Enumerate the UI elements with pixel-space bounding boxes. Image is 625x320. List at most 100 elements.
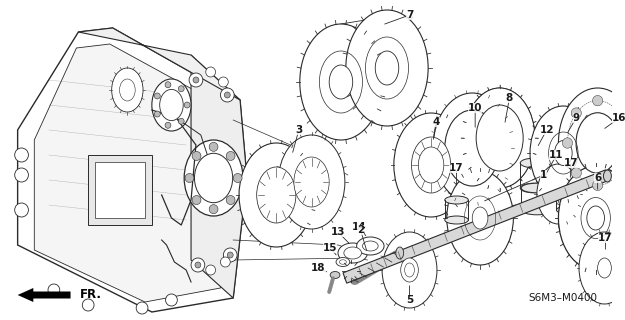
Text: 5: 5	[406, 295, 413, 305]
Circle shape	[233, 173, 242, 182]
Circle shape	[165, 82, 171, 88]
Text: 3: 3	[295, 125, 302, 135]
Circle shape	[614, 168, 624, 178]
Circle shape	[154, 93, 160, 99]
Ellipse shape	[411, 137, 451, 193]
Polygon shape	[343, 170, 609, 283]
Circle shape	[571, 108, 581, 118]
Ellipse shape	[152, 79, 191, 131]
Ellipse shape	[537, 164, 580, 224]
Ellipse shape	[559, 166, 625, 270]
Circle shape	[195, 262, 201, 268]
Circle shape	[48, 284, 60, 296]
Circle shape	[192, 151, 201, 160]
Ellipse shape	[357, 237, 384, 255]
Circle shape	[221, 88, 234, 102]
Bar	[95, 162, 145, 218]
Circle shape	[166, 294, 177, 306]
Text: 14: 14	[352, 222, 367, 232]
Circle shape	[562, 138, 572, 148]
Circle shape	[224, 92, 230, 98]
Polygon shape	[34, 44, 233, 302]
Text: 18: 18	[311, 263, 326, 273]
Circle shape	[228, 252, 233, 258]
Ellipse shape	[576, 113, 619, 173]
Ellipse shape	[119, 79, 135, 101]
Circle shape	[223, 248, 237, 262]
Ellipse shape	[472, 207, 488, 229]
Ellipse shape	[559, 88, 625, 198]
Ellipse shape	[530, 106, 597, 200]
Text: 17: 17	[598, 233, 612, 243]
Ellipse shape	[112, 68, 143, 112]
Polygon shape	[191, 55, 247, 298]
Ellipse shape	[257, 167, 296, 223]
Text: 10: 10	[468, 103, 482, 113]
Polygon shape	[18, 28, 247, 312]
Circle shape	[226, 151, 235, 160]
Circle shape	[192, 196, 201, 204]
Ellipse shape	[336, 258, 350, 267]
Ellipse shape	[239, 143, 314, 247]
Circle shape	[614, 108, 624, 118]
Ellipse shape	[344, 247, 361, 259]
Text: 4: 4	[432, 117, 439, 127]
Text: 2: 2	[357, 225, 364, 235]
Text: 15: 15	[323, 243, 338, 253]
Text: FR.: FR.	[81, 289, 102, 301]
Ellipse shape	[404, 263, 414, 277]
Ellipse shape	[447, 171, 513, 265]
Circle shape	[178, 86, 184, 92]
Ellipse shape	[464, 88, 535, 188]
Ellipse shape	[396, 247, 404, 259]
Circle shape	[15, 203, 28, 217]
Ellipse shape	[476, 105, 523, 171]
Ellipse shape	[300, 24, 382, 140]
Ellipse shape	[521, 183, 552, 193]
Ellipse shape	[338, 243, 367, 263]
Text: 6: 6	[594, 173, 601, 183]
Text: 16: 16	[612, 113, 625, 123]
Circle shape	[82, 299, 94, 311]
Text: S6M3–M0400: S6M3–M0400	[529, 293, 598, 303]
Ellipse shape	[445, 216, 468, 224]
Text: 11: 11	[549, 150, 564, 160]
Circle shape	[15, 168, 28, 182]
Circle shape	[571, 168, 581, 178]
Circle shape	[592, 180, 602, 190]
Text: 1: 1	[540, 170, 548, 180]
Circle shape	[15, 148, 28, 162]
Ellipse shape	[418, 147, 444, 183]
Ellipse shape	[520, 158, 548, 168]
Circle shape	[206, 67, 216, 77]
Circle shape	[191, 258, 205, 272]
Text: 9: 9	[572, 113, 579, 123]
Ellipse shape	[604, 170, 611, 182]
Ellipse shape	[362, 241, 378, 251]
Circle shape	[189, 73, 202, 87]
Text: 7: 7	[406, 10, 413, 20]
Ellipse shape	[278, 135, 345, 229]
Circle shape	[193, 77, 199, 83]
Ellipse shape	[445, 110, 499, 186]
Circle shape	[592, 95, 602, 106]
Polygon shape	[78, 28, 240, 100]
Ellipse shape	[554, 140, 572, 165]
Ellipse shape	[339, 260, 346, 264]
Circle shape	[154, 111, 160, 117]
Circle shape	[221, 257, 230, 267]
Circle shape	[209, 205, 218, 214]
Ellipse shape	[556, 206, 580, 214]
Text: 13: 13	[331, 227, 345, 237]
Ellipse shape	[330, 271, 340, 278]
Ellipse shape	[587, 206, 604, 230]
Ellipse shape	[382, 232, 437, 308]
Circle shape	[184, 102, 190, 108]
Ellipse shape	[346, 10, 428, 126]
Bar	[88, 155, 152, 225]
FancyArrow shape	[18, 288, 71, 302]
Text: 8: 8	[506, 93, 513, 103]
Circle shape	[209, 142, 218, 151]
Circle shape	[206, 265, 216, 275]
Ellipse shape	[194, 153, 232, 203]
